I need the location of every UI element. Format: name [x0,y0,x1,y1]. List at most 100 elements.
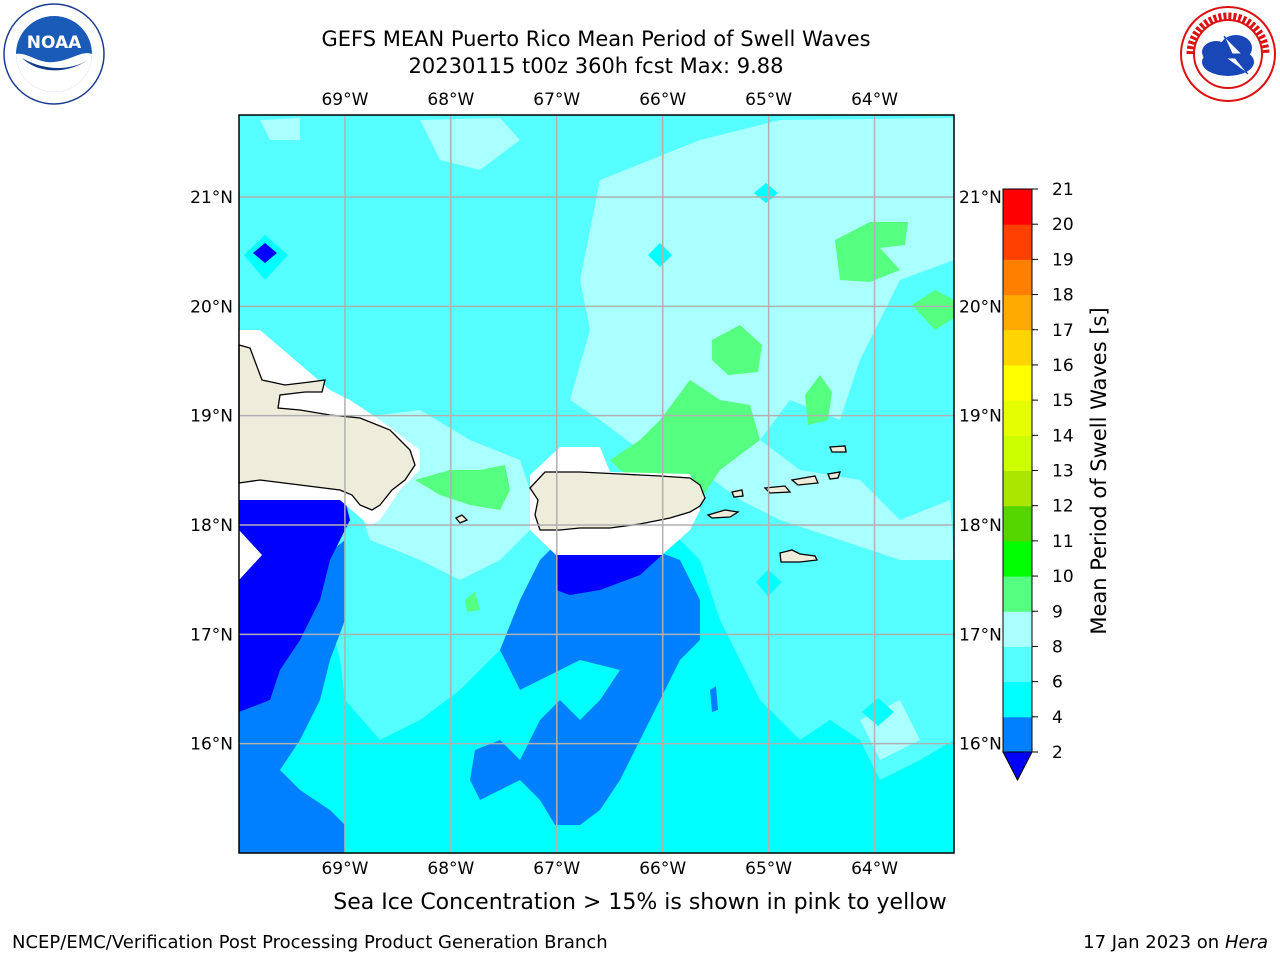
lat-tick-left: 16°N [190,735,233,755]
colorbar-tick-label: 2 [1052,743,1063,763]
land-polygon [706,509,740,519]
footer-machine: Hera [1224,932,1268,953]
swell-band-4-6 [862,698,894,726]
swell-band-9-10 [805,375,832,425]
colorbar-box [1003,364,1032,401]
swell-band-2-4 [239,740,260,800]
noaa-logo-text: NOAA [27,33,82,53]
masked-area [239,530,262,580]
nws-logo [1180,6,1276,102]
swell-band-2-4 [710,686,718,712]
colorbar-box [1003,259,1032,296]
gridlines [239,115,954,853]
lon-tick-top: 68°W [427,90,474,110]
swell-band-8-9 [260,118,300,140]
colorbar-tick-label: 18 [1052,286,1074,306]
colorbar-box [1003,470,1032,507]
colorbar-box [1003,646,1032,683]
land-polygon [829,445,847,453]
swell-band-9-10 [610,380,760,500]
map-frame [238,114,955,854]
colorbar-tick-label: 19 [1052,250,1074,270]
lat-tick-right: 17°N [959,625,1002,645]
swell-band-4-6 [754,183,778,203]
noaa-logo: NOAA [3,3,105,105]
colorbar-tick-label: 4 [1052,708,1063,728]
colorbar-tick-label: 14 [1052,426,1074,446]
colorbar-tick-label: 10 [1052,567,1074,587]
swell-band-below-2 [253,243,277,263]
colorbar-tick-label: 6 [1052,673,1063,693]
swell-band-below-2 [556,555,662,595]
swell-band-8-9 [570,118,954,470]
colorbar-tick-label: 21 [1052,180,1074,200]
lat-tick-left: 21°N [190,188,233,208]
colorbar-box [1003,540,1032,577]
colorbar-box [1003,294,1032,331]
swell-band-9-10 [415,465,510,510]
colorbar-label: Mean Period of Swell Waves [s] [1087,307,1111,634]
land-polygon [790,475,819,486]
colorbar-tick-label: 15 [1052,391,1074,411]
colorbar-extension [1002,751,1033,782]
lon-tick-top: 65°W [745,90,792,110]
colorbar-tick-label: 8 [1052,637,1063,657]
colorbar-box [1003,329,1032,366]
lon-tick-bottom: 68°W [427,859,474,879]
lon-tick-bottom: 67°W [533,859,580,879]
colorbar-box [1003,716,1032,753]
swell-band-9-10 [712,325,762,375]
footer-credit: NCEP/EMC/Verification Post Processing Pr… [12,932,608,953]
swell-band-8-9 [880,150,954,230]
swell-band-8-9 [420,118,520,170]
chart-title: GEFS MEAN Puerto Rico Mean Period of Swe… [321,27,871,51]
colorbar-box [1003,189,1032,225]
lat-tick-left: 19°N [190,407,233,427]
lon-tick-top: 64°W [851,90,898,110]
colorbar-tick-label: 9 [1052,602,1063,622]
colorbar-box [1003,505,1032,542]
sea-ice-note: Sea Ice Concentration > 15% is shown in … [333,890,947,915]
colorbar-tick-label: 11 [1052,532,1074,552]
landmasses [238,344,847,563]
lon-tick-bottom: 66°W [639,859,686,879]
lat-tick-left: 20°N [190,297,233,317]
colorbar-box [1003,400,1032,436]
land-polygon [827,471,841,480]
footer-date: 17 Jan 2023 on Hera [1083,932,1268,953]
swell-band-9-10 [465,592,480,612]
colorbar-box [1003,435,1032,471]
lat-tick-right: 16°N [959,735,1002,755]
colorbar-tick-label: 16 [1052,356,1074,376]
swell-band-9-10 [835,222,908,282]
lon-tick-bottom: 69°W [321,859,368,879]
lat-tick-left: 18°N [190,516,233,536]
colorbar-tick-label: 13 [1052,462,1074,482]
swell-band-2-4 [239,540,345,853]
land-polygon [454,514,469,524]
swell-band-9-10 [912,290,954,330]
colorbar-box [1003,681,1032,718]
swell-band-below-2 [239,500,350,712]
colorbar-box [1003,576,1032,612]
axis-tick-labels: 69°W 69°W 68°W 68°W 67°W 67°W 66°W 66°W 65°W 65°W… [190,90,1002,879]
lon-tick-top: 69°W [321,90,368,110]
lat-tick-right: 21°N [959,188,1002,208]
land-polygon [779,549,818,563]
colorbar-box [1003,224,1032,260]
swell-band-4-6 [648,243,672,267]
lat-tick-right: 18°N [959,516,1002,536]
swell-band-2-4 [470,540,700,825]
swell-band-8-9 [700,440,954,560]
swell-band-4-6 [239,540,954,853]
land-polygon [731,489,744,498]
land-polygon [529,471,706,531]
colorbar-box [1003,611,1032,647]
colorbar: 2 4 6 8 9 10 11 12 13 14 15 16 17 18 19 20 21 [1002,180,1074,782]
land-polygon [238,344,416,511]
lat-tick-right: 19°N [959,407,1002,427]
lon-tick-top: 67°W [533,90,580,110]
lat-tick-right: 20°N [959,297,1002,317]
colorbar-tick-label: 12 [1052,497,1074,517]
